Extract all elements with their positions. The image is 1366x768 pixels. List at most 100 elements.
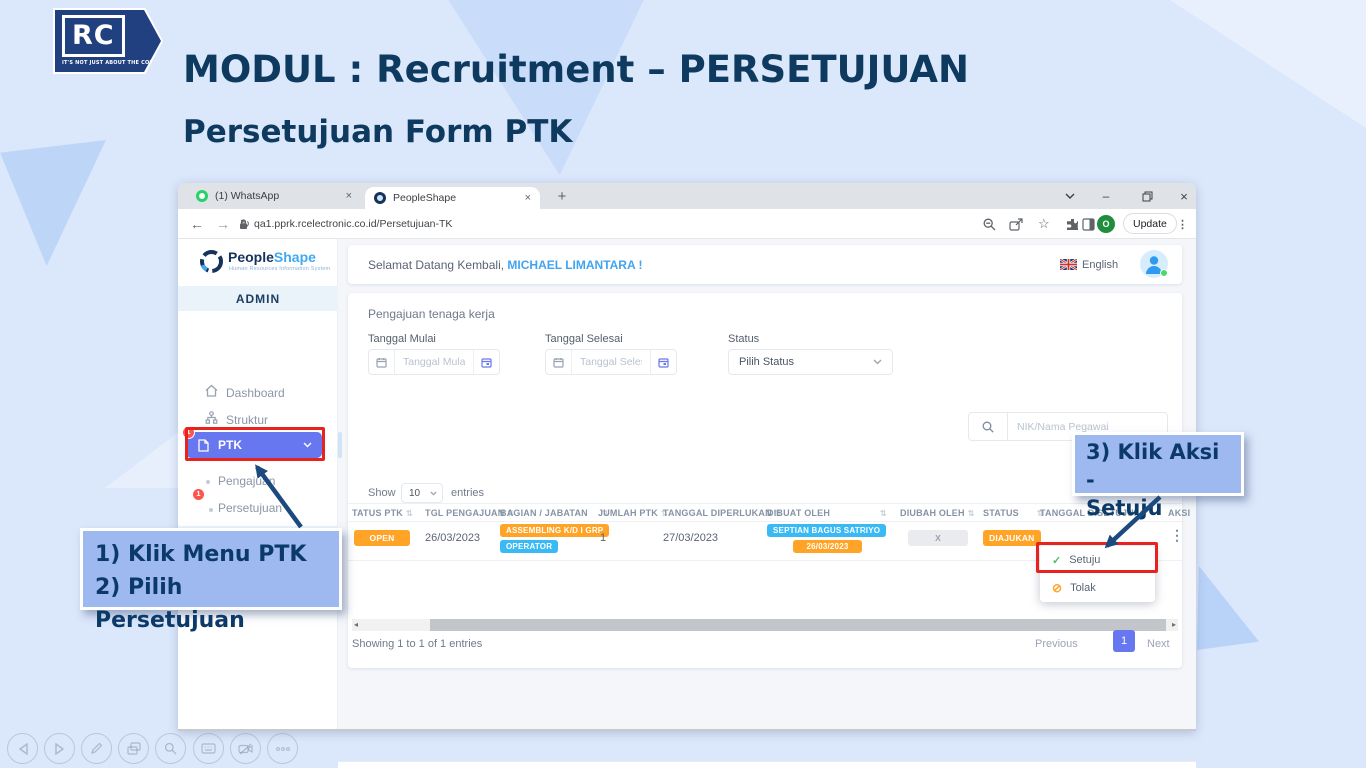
brand-shape: Shape xyxy=(273,249,316,265)
calendar-picker-icon[interactable] xyxy=(473,350,499,374)
sidebar-scroll-indicator[interactable] xyxy=(338,432,342,458)
tab-peopleshape[interactable]: PeopleShape × xyxy=(365,187,540,209)
employee-search-input[interactable] xyxy=(1008,420,1167,433)
tab-close-icon[interactable]: × xyxy=(345,190,352,202)
col-status[interactable]: STATUS ⇅ xyxy=(983,508,1044,518)
language-selector[interactable]: English xyxy=(1082,259,1119,271)
sort-icon: ⇅ xyxy=(405,509,413,518)
highlight-box-setuju xyxy=(1036,542,1158,573)
new-tab-button[interactable]: + xyxy=(557,187,567,205)
kebab-menu-icon[interactable]: ⋮ xyxy=(1177,218,1188,231)
forward-icon[interactable]: → xyxy=(216,216,230,232)
pagination-page-1[interactable]: 1 xyxy=(1113,630,1135,652)
extensions-puzzle-icon[interactable] xyxy=(1066,218,1079,231)
camera-off-button[interactable] xyxy=(230,733,261,764)
peopleshape-logo-icon xyxy=(200,250,223,273)
scroll-left-arrow-icon[interactable]: ◂ xyxy=(354,620,359,629)
col-bagian-jabatan[interactable]: BAGIAN / JABATAN ⇅ xyxy=(500,508,609,518)
update-button[interactable]: Update xyxy=(1123,213,1177,234)
profile-avatar[interactable]: O xyxy=(1097,215,1115,233)
persetujuan-notification-badge: 1 xyxy=(192,488,205,501)
pagination-previous[interactable]: Previous xyxy=(1035,638,1078,650)
sidebar-item-ptk[interactable]: PTK xyxy=(186,432,322,458)
col-diubah-oleh[interactable]: DIUBAH OLEH ⇅ xyxy=(900,508,975,518)
table-hscrollbar[interactable]: ◂ ▸ xyxy=(352,619,1178,631)
calendar-icon xyxy=(546,350,572,374)
col-dibuat-oleh[interactable]: DIBUAT OLEH ⇅ xyxy=(767,508,887,518)
tanggal-selesai-group xyxy=(545,349,677,375)
person-icon xyxy=(1146,256,1162,274)
status-select[interactable]: Pilih Status xyxy=(728,349,893,375)
triangle-right-icon xyxy=(54,742,64,755)
tanggal-mulai-label: Tanggal Mulai xyxy=(368,333,436,345)
table-header-row xyxy=(348,503,1182,522)
sidebar-item-persetujuan[interactable]: Persetujuan xyxy=(218,501,283,515)
tab-whatsapp[interactable]: (1) WhatsApp × xyxy=(188,183,360,209)
slide-overview-button[interactable] xyxy=(118,733,149,764)
back-icon[interactable]: ← xyxy=(190,216,204,232)
row-actions-kebab-icon[interactable]: ⋮ xyxy=(1170,527,1184,543)
decor-triangle-top-right xyxy=(1170,0,1366,128)
notes-button[interactable] xyxy=(193,733,224,764)
prev-slide-button[interactable] xyxy=(7,733,38,764)
restore-button[interactable] xyxy=(1133,183,1161,209)
status-ptk-badge: OPEN xyxy=(354,530,410,546)
col-jumlah-ptk[interactable]: JUMLAH PTK ⇅ xyxy=(598,508,668,518)
chrome-chevron-icon[interactable] xyxy=(1056,183,1084,209)
url-bar[interactable]: qa1.pprk.rcelectronic.co.id/Persetujuan-… xyxy=(254,218,453,230)
sidebar-item-dashboard[interactable]: Dashboard xyxy=(226,386,285,400)
col-tanggal-diperlukan[interactable]: TANGGAL DIPERLUKAN ⇅ xyxy=(663,508,782,518)
brand-name: PeopleShape xyxy=(228,249,316,265)
callout-step-1-2: 1) Klik Menu PTK 2) Pilih Persetujuan xyxy=(80,528,342,633)
col-aksi[interactable]: AKSI xyxy=(1168,508,1191,518)
next-slide-button[interactable] xyxy=(44,733,75,764)
calendar-picker-icon[interactable] xyxy=(650,350,676,374)
status-badge: DIAJUKAN xyxy=(983,530,1041,546)
share-icon[interactable] xyxy=(1009,218,1023,231)
welcome-username: MICHAEL LIMANTARA ! xyxy=(507,258,643,272)
jumlah-ptk-cell: 1 xyxy=(600,532,607,544)
sidebar-item-pengajuan[interactable]: Pengajuan xyxy=(218,474,276,488)
dibuat-oleh-badge: SEPTIAN BAGUS SATRIYO xyxy=(767,524,887,537)
browser-tabstrip: (1) WhatsApp × PeopleShape × + – × xyxy=(178,183,1196,209)
check-icon: ✓ xyxy=(1052,554,1062,567)
menu-item-setuju[interactable]: ✓ Setuju xyxy=(1040,546,1155,574)
user-avatar[interactable] xyxy=(1140,250,1168,278)
decor-triangle-left xyxy=(0,140,106,266)
tanggal-mulai-input[interactable] xyxy=(395,350,473,374)
main-card: Pengajuan tenaga kerja Tanggal Mulai Tan… xyxy=(348,293,1190,668)
pen-tool-button[interactable] xyxy=(81,733,112,764)
menu-item-tolak[interactable]: ⊘ Tolak xyxy=(1040,574,1155,602)
sidebar: PeopleShape Human Resources Information … xyxy=(178,239,338,731)
col-tgl-pengajuan[interactable]: TGL PENGAJUAN ⇅ xyxy=(425,508,515,518)
side-panel-icon[interactable] xyxy=(1082,218,1095,231)
minimize-button[interactable]: – xyxy=(1102,189,1110,203)
zoom-out-icon[interactable] xyxy=(983,218,996,231)
status-filter-label: Status xyxy=(728,333,760,345)
page-length-select[interactable]: 10 xyxy=(401,483,443,503)
search-button[interactable] xyxy=(968,412,1008,441)
table-row[interactable] xyxy=(348,522,1182,561)
col-status-ptk[interactable]: TATUS PTK ⇅ xyxy=(352,508,413,518)
bookmark-star-icon[interactable]: ☆ xyxy=(1038,216,1050,231)
close-window-button[interactable]: × xyxy=(1180,188,1188,204)
app-viewport: PeopleShape Human Resources Information … xyxy=(178,239,1196,768)
slides-grid-icon xyxy=(126,742,141,755)
tanggal-selesai-input[interactable] xyxy=(572,350,650,374)
browser-window: (1) WhatsApp × PeopleShape × + – × ← → ↻ xyxy=(178,183,1196,768)
scrollbar-thumb[interactable] xyxy=(430,619,1166,631)
zoom-tool-button[interactable] xyxy=(155,733,186,764)
more-options-button[interactable] xyxy=(267,733,298,764)
table-summary: Showing 1 to 1 of 1 entries xyxy=(352,638,483,650)
tanggal-mulai-group xyxy=(368,349,500,375)
entries-label: entries xyxy=(451,487,485,499)
tab-close-icon[interactable]: × xyxy=(524,192,531,204)
pagination-next[interactable]: Next xyxy=(1147,638,1170,650)
sidebar-item-struktur[interactable]: Struktur xyxy=(226,413,269,427)
diubah-oleh-badge: X xyxy=(908,530,968,546)
sort-icon: ⇅ xyxy=(880,509,887,518)
page-title: MODUL : Recruitment – PERSETUJUAN xyxy=(183,48,969,91)
scroll-right-arrow-icon[interactable]: ▸ xyxy=(1171,620,1176,629)
update-label: Update xyxy=(1133,217,1167,230)
home-icon xyxy=(205,384,218,397)
